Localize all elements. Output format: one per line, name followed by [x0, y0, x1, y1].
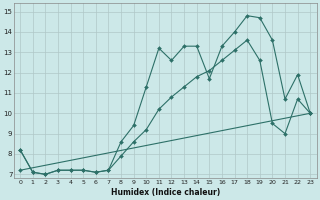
X-axis label: Humidex (Indice chaleur): Humidex (Indice chaleur) [111, 188, 220, 197]
